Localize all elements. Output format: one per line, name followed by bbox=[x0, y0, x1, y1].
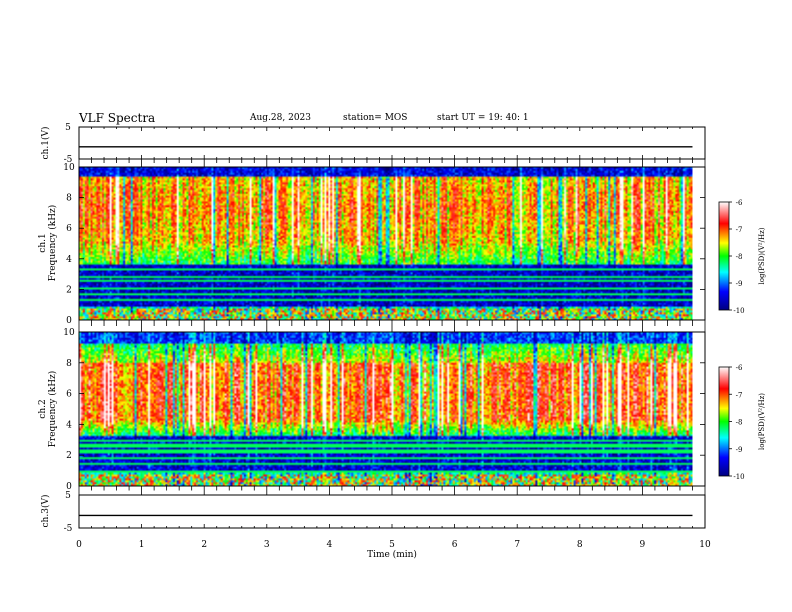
y-tick-label: 10 bbox=[63, 163, 75, 173]
ch1-spectrogram-channel-label: ch.1 bbox=[38, 233, 48, 252]
station-label: station= MOS bbox=[343, 113, 408, 123]
colorbar-tick-label: -8 bbox=[736, 419, 743, 427]
y-tick-label: 0 bbox=[66, 316, 72, 326]
y-tick-label: 8 bbox=[66, 194, 72, 204]
colorbar-tick-label: -6 bbox=[736, 199, 743, 207]
spectrogram-image bbox=[79, 167, 693, 320]
x-tick-label: 0 bbox=[76, 540, 82, 550]
x-axis-label: Time (min) bbox=[367, 549, 417, 560]
y-tick-label: 6 bbox=[66, 224, 72, 234]
ch1-voltage-panel bbox=[78, 126, 706, 160]
y-tick-label: 2 bbox=[66, 285, 72, 295]
y-tick-label: 5 bbox=[65, 123, 71, 133]
x-tick-label: 6 bbox=[452, 540, 458, 550]
x-tick-label: 9 bbox=[640, 540, 646, 550]
ch3-voltage-panel bbox=[78, 494, 706, 529]
colorbar-tick-label: -9 bbox=[736, 446, 743, 454]
x-tick-label: 5 bbox=[389, 540, 395, 550]
colorbar-tick-label: -8 bbox=[736, 253, 743, 261]
y-tick-label: 10 bbox=[63, 328, 75, 338]
ch1-spectrogram-ylabel: Frequency (kHz) bbox=[47, 205, 58, 282]
ch1-spectrogram-colorbar bbox=[718, 201, 730, 311]
x-tick-label: 2 bbox=[201, 540, 207, 550]
date-label: Aug.28, 2023 bbox=[250, 113, 311, 123]
ch3-voltage-ylabel: ch.3(V) bbox=[40, 495, 51, 528]
y-tick-label: 4 bbox=[66, 420, 72, 430]
y-tick-label: 2 bbox=[66, 451, 72, 461]
colorbar-tick-label: -7 bbox=[736, 226, 743, 234]
colorbar-tick-label: -6 bbox=[736, 364, 743, 372]
y-tick-label: 6 bbox=[66, 390, 72, 400]
x-tick-label: 1 bbox=[139, 540, 145, 550]
colorbar-tick-label: -9 bbox=[736, 280, 743, 288]
x-tick-label: 3 bbox=[264, 540, 270, 550]
x-tick-label: 4 bbox=[327, 540, 333, 550]
y-tick-label: 4 bbox=[66, 255, 72, 265]
x-tick-label: 8 bbox=[577, 540, 583, 550]
colorbar-tick-label: -7 bbox=[736, 391, 743, 399]
start-time-label: start UT = 19: 40: 1 bbox=[437, 113, 529, 123]
x-tick-label: 10 bbox=[699, 540, 711, 550]
y-tick-label: 5 bbox=[65, 491, 71, 501]
ch2-spectrogram-channel-label: ch.2 bbox=[38, 399, 48, 418]
ch2-spectrogram-ylabel: Frequency (kHz) bbox=[47, 371, 58, 448]
ch1-spectrogram-colorbar-label: log(PSD)(V²/Hz) bbox=[758, 227, 766, 284]
y-tick-label: 0 bbox=[66, 482, 72, 492]
ch1-voltage-ylabel: ch.1(V) bbox=[40, 127, 51, 160]
spectrogram-image bbox=[79, 332, 693, 486]
colorbar-tick-label: -10 bbox=[733, 307, 744, 315]
y-tick-label: 8 bbox=[66, 359, 72, 369]
colorbar-tick-label: -10 bbox=[733, 473, 744, 481]
ch2-spectrogram-colorbar bbox=[718, 366, 730, 477]
figure-title: VLF Spectra bbox=[79, 111, 156, 125]
x-tick-label: 7 bbox=[514, 540, 520, 550]
y-tick-label: -5 bbox=[64, 524, 73, 534]
ch2-spectrogram-colorbar-label: log(PSD)(V²/Hz) bbox=[758, 393, 766, 450]
y-tick-label: -5 bbox=[64, 155, 73, 165]
